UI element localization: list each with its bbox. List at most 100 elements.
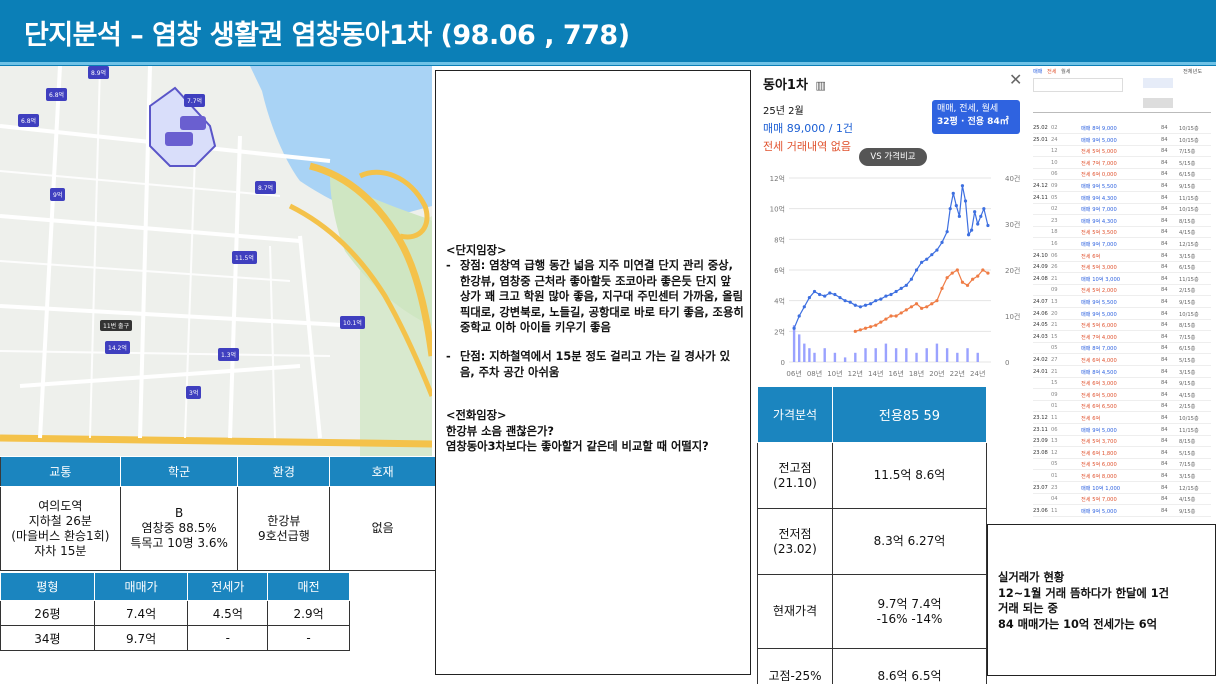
- info-development-cell: 없음: [329, 486, 436, 571]
- list-item[interactable]: 23.11 06 매매 9억 5,000 84 11/15층: [1033, 424, 1211, 436]
- list-item-cell: 7/15층: [1179, 462, 1196, 469]
- list-item-cell: 23: [1051, 217, 1058, 224]
- y-right-tick-label: 0: [1005, 359, 1009, 367]
- data-point: [802, 305, 806, 309]
- list-item-cell: 06: [1051, 171, 1058, 178]
- map-marker[interactable]: 8.7억: [255, 181, 277, 194]
- price-history-chart: 0 2억 4억 6억 8억 10억 12억 0 10건 20건 30건 40건 06년 08년 10년 12년…: [770, 174, 1021, 378]
- list-item-cell: 매매 10억 3,000: [1081, 276, 1121, 283]
- tab-jeonse[interactable]: 전세: [1047, 69, 1057, 75]
- header-accent-line: [0, 62, 1216, 65]
- analysis-label: 현재가격: [757, 574, 833, 649]
- list-item[interactable]: 23 매매 9억 4,300 84 8/15층: [1033, 215, 1211, 227]
- list-item-cell: 06: [1051, 426, 1058, 433]
- list-item[interactable]: 10 전세 7억 7,000 84 5/15층: [1033, 157, 1211, 169]
- year-filter[interactable]: 전체년도: [1183, 69, 1203, 75]
- list-item-cell: 8/15층: [1179, 439, 1196, 446]
- list-item[interactable]: 25.02 02 매매 8억 9,000 84 10/15층: [1033, 122, 1211, 134]
- map-marker[interactable]: 6.8억: [18, 114, 40, 127]
- list-item[interactable]: 24.05 21 전세 5억 6,000 84 8/15층: [1033, 319, 1211, 332]
- list-item-cell: 매매 9억 4,300: [1081, 195, 1117, 202]
- map-marker[interactable]: 9억: [50, 188, 66, 201]
- book-map-icon[interactable]: ▥: [815, 79, 826, 92]
- list-item[interactable]: 01 전세 6억 6,500 84 2/15층: [1033, 400, 1211, 413]
- info-header-environment: 환경: [237, 456, 331, 487]
- list-item-cell: 84: [1161, 206, 1168, 213]
- area-map[interactable]: 8.9억 6.8억 6.8억 7.7억 8.7억 9억 11.5억 10.1억 …: [0, 66, 432, 456]
- analysis-value: 8.3억 6.27억: [832, 508, 987, 575]
- list-item[interactable]: 05 매매 8억 7,000 84 6/15층: [1033, 342, 1211, 355]
- list-item-cell: 84: [1161, 287, 1168, 294]
- list-item[interactable]: 09 전세 5억 2,000 84 2/15층: [1033, 284, 1211, 297]
- list-item[interactable]: 02 매매 9억 7,000 84 10/15층: [1033, 203, 1211, 216]
- list-item-cell: 26: [1051, 264, 1058, 271]
- list-item[interactable]: 24.10 06 전세 6억 84 3/15층: [1033, 250, 1211, 262]
- list-item-cell: 2/15층: [1179, 404, 1196, 411]
- map-marker[interactable]: 3억: [186, 386, 202, 399]
- list-item-cell: 매매 9억 5,000: [1081, 508, 1117, 515]
- list-item-cell: 21: [1051, 322, 1058, 329]
- list-item[interactable]: 24.11 05 매매 9억 4,300 84 11/15층: [1033, 192, 1211, 204]
- tab-rent[interactable]: 월세: [1061, 69, 1071, 75]
- deal-type-filter[interactable]: 매매, 전세, 월세 32평 · 전용 84㎡: [932, 100, 1020, 134]
- list-item[interactable]: 23.06 11 매매 9억 5,000 84 9/15층: [1033, 505, 1211, 517]
- list-item[interactable]: 15 전세 6억 3,000 84 9/15층: [1033, 377, 1211, 390]
- list-item[interactable]: 23.09 13 전세 5억 3,700 84 8/15층: [1033, 435, 1211, 448]
- list-item-cell: 9/15층: [1179, 381, 1196, 388]
- list-item[interactable]: 24.01 21 매매 8억 4,500 84 3/15층: [1033, 366, 1211, 378]
- list-item[interactable]: 18 전세 5억 3,500 84 4/15층: [1033, 226, 1211, 239]
- list-item[interactable]: 24.08 21 매매 10억 3,000 84 11/15층: [1033, 273, 1211, 285]
- tab-sale[interactable]: 매매: [1033, 69, 1043, 75]
- list-item[interactable]: 09 전세 6억 5,000 84 4/15층: [1033, 389, 1211, 401]
- list-item[interactable]: 05 전세 5억 6,000 84 7/15층: [1033, 458, 1211, 471]
- school-line: 특목고 10명 3.6%: [130, 536, 228, 550]
- list-item[interactable]: 23.07 23 매매 10억 1,000 84 12/15층: [1033, 482, 1211, 494]
- transaction-list[interactable]: 매매 전세 월세 전체년도 25.02 02 매매 8억 9,000 84 10/15층…: [1029, 66, 1216, 526]
- size-cell: 26평: [0, 600, 95, 626]
- map-marker[interactable]: 11.5억: [232, 251, 257, 264]
- list-item-cell: 84: [1161, 229, 1168, 236]
- data-point: [945, 230, 949, 234]
- list-item-cell: 23: [1051, 484, 1058, 491]
- list-item[interactable]: 25.01 24 매매 9억 5,000 84 10/15층: [1033, 134, 1211, 146]
- close-icon[interactable]: ✕: [1009, 70, 1023, 89]
- list-item[interactable]: 01 전세 6억 8,000 84 3/15층: [1033, 470, 1211, 482]
- map-marker[interactable]: 6.8억: [46, 88, 68, 101]
- volume-bar: [843, 357, 847, 362]
- list-item[interactable]: 04 전세 5억 7,000 84 4/15층: [1033, 493, 1211, 506]
- list-item[interactable]: 23.08 12 전세 6억 1,800 84 5/15층: [1033, 447, 1211, 459]
- list-item[interactable]: 23.12 11 전세 6억 84 10/15층: [1033, 412, 1211, 424]
- list-item-cell: 84: [1161, 252, 1168, 259]
- list-item[interactable]: 24.06 20 매매 9억 5,000 84 10/15층: [1033, 308, 1211, 320]
- volume-bar: [823, 348, 826, 362]
- list-item-cell: 09: [1051, 391, 1058, 398]
- list-item-cell: 2/15층: [1179, 288, 1196, 295]
- list-item-cell: 84: [1161, 438, 1168, 445]
- list-item-cell: 84: [1161, 357, 1168, 363]
- size-header: 평형: [0, 572, 95, 601]
- list-item[interactable]: 24.12 09 매매 9억 5,500 84 9/15층: [1033, 180, 1211, 192]
- list-item[interactable]: 16 매매 9억 7,000 84 12/15층: [1033, 238, 1211, 250]
- data-point: [914, 268, 919, 272]
- list-item[interactable]: 12 전세 5억 5,000 84 7/15층: [1033, 145, 1211, 158]
- map-marker[interactable]: 14.2억: [105, 341, 130, 354]
- vs-compare-button[interactable]: VS 가격비교: [859, 148, 927, 166]
- map-marker[interactable]: 7.7억: [184, 94, 206, 107]
- list-item-cell: 84: [1161, 310, 1168, 317]
- list-item-cell: 5/15층: [1179, 450, 1196, 457]
- list-item[interactable]: 24.07 13 매매 9억 5,500 84 9/15층: [1033, 296, 1211, 308]
- list-item-cell: 84: [1161, 148, 1168, 155]
- list-item[interactable]: 06 전세 6억 0,000 84 6/15층: [1033, 168, 1211, 181]
- phone-question: 한강뷰 소음 괜찮은가?: [446, 424, 554, 438]
- map-marker[interactable]: 1.3억: [218, 348, 240, 361]
- volume-bar: [976, 352, 979, 362]
- list-item[interactable]: 24.03 15 전세 7억 4,000 84 7/15층: [1033, 331, 1211, 343]
- map-marker[interactable]: 10.1억: [340, 316, 365, 329]
- list-item[interactable]: 24.09 26 전세 5억 3,000 84 6/15층: [1033, 261, 1211, 274]
- map-marker[interactable]: 8.9억: [88, 66, 110, 79]
- list-item-cell: 전세 7억 7,000: [1081, 160, 1117, 167]
- table-row: 34평 9.7억 - -: [0, 625, 350, 651]
- list-item-cell: 84: [1161, 380, 1168, 387]
- data-point: [940, 240, 944, 244]
- list-item[interactable]: 24.02 27 전세 6억 4,000 84 5/15층: [1033, 354, 1211, 366]
